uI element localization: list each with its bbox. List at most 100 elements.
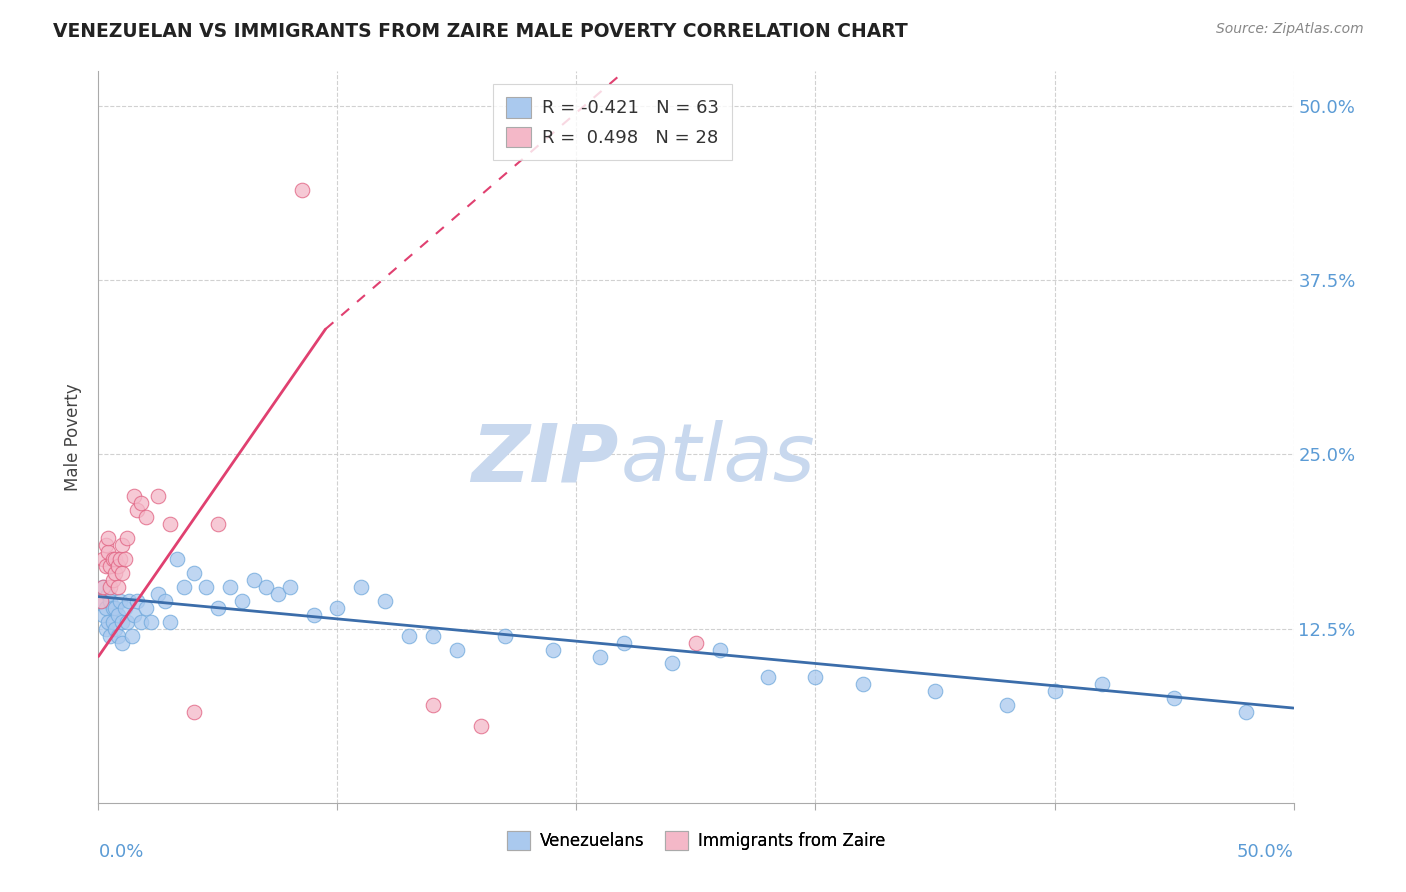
Point xyxy=(446,642,468,657)
Point xyxy=(108,552,131,566)
Point xyxy=(183,566,205,580)
Legend: Venezuelans, Immigrants from Zaire: Venezuelans, Immigrants from Zaire xyxy=(496,821,896,860)
Point xyxy=(97,545,120,559)
Point xyxy=(125,594,148,608)
Y-axis label: Male Poverty: Male Poverty xyxy=(65,384,83,491)
Point xyxy=(470,719,492,733)
Point xyxy=(115,615,138,629)
Point xyxy=(94,622,117,636)
Point xyxy=(374,594,396,608)
Point xyxy=(350,580,373,594)
Point xyxy=(661,657,683,671)
Point xyxy=(148,587,170,601)
Point xyxy=(231,594,253,608)
Point xyxy=(302,607,325,622)
Point xyxy=(541,642,564,657)
Text: atlas: atlas xyxy=(620,420,815,498)
Point xyxy=(756,670,779,684)
Point xyxy=(254,580,277,594)
Point xyxy=(131,496,153,510)
Point xyxy=(104,552,127,566)
Point xyxy=(422,629,444,643)
Point xyxy=(173,580,195,594)
Point xyxy=(183,705,205,719)
Point xyxy=(111,635,134,649)
Point xyxy=(589,649,612,664)
Point xyxy=(97,531,120,545)
Point xyxy=(98,629,122,643)
Point xyxy=(1163,691,1185,706)
Point xyxy=(135,600,157,615)
Point xyxy=(159,517,181,532)
Point xyxy=(107,558,129,573)
Point xyxy=(114,552,136,566)
Point xyxy=(115,531,138,545)
Point xyxy=(685,635,707,649)
Point xyxy=(124,489,146,503)
Point xyxy=(121,629,143,643)
Point xyxy=(1234,705,1257,719)
Point xyxy=(107,629,129,643)
Point xyxy=(125,503,148,517)
Point xyxy=(90,594,112,608)
Point xyxy=(108,594,131,608)
Point xyxy=(139,615,162,629)
Point xyxy=(114,600,136,615)
Point xyxy=(111,538,134,552)
Point xyxy=(267,587,290,601)
Text: ZIP: ZIP xyxy=(471,420,619,498)
Text: VENEZUELAN VS IMMIGRANTS FROM ZAIRE MALE POVERTY CORRELATION CHART: VENEZUELAN VS IMMIGRANTS FROM ZAIRE MALE… xyxy=(53,22,908,41)
Point xyxy=(804,670,827,684)
Point xyxy=(94,558,117,573)
Text: 50.0%: 50.0% xyxy=(1237,843,1294,861)
Point xyxy=(97,615,120,629)
Point xyxy=(195,580,218,594)
Text: Source: ZipAtlas.com: Source: ZipAtlas.com xyxy=(1216,22,1364,37)
Point xyxy=(104,622,127,636)
Point xyxy=(207,517,229,532)
Point xyxy=(101,600,124,615)
Point xyxy=(91,580,114,594)
Point xyxy=(613,635,636,649)
Point xyxy=(91,580,114,594)
Point xyxy=(135,510,157,524)
Point xyxy=(494,629,516,643)
Point xyxy=(107,580,129,594)
Point xyxy=(852,677,875,691)
Point xyxy=(118,594,141,608)
Point xyxy=(124,607,146,622)
Point xyxy=(104,566,127,580)
Point xyxy=(709,642,731,657)
Point xyxy=(166,552,188,566)
Point xyxy=(924,684,946,698)
Point xyxy=(131,615,153,629)
Point xyxy=(1091,677,1114,691)
Point xyxy=(91,607,114,622)
Text: 0.0%: 0.0% xyxy=(98,843,143,861)
Point xyxy=(155,594,177,608)
Point xyxy=(111,566,134,580)
Point xyxy=(101,573,124,587)
Point xyxy=(291,183,314,197)
Point xyxy=(91,552,114,566)
Point xyxy=(98,594,122,608)
Point xyxy=(98,580,122,594)
Point xyxy=(94,600,117,615)
Point xyxy=(101,615,124,629)
Point xyxy=(326,600,349,615)
Point xyxy=(104,600,127,615)
Point xyxy=(148,489,170,503)
Point xyxy=(159,615,181,629)
Point xyxy=(207,600,229,615)
Point xyxy=(243,573,266,587)
Point xyxy=(995,698,1018,713)
Point xyxy=(1043,684,1066,698)
Point xyxy=(94,538,117,552)
Point xyxy=(107,607,129,622)
Point xyxy=(278,580,301,594)
Point xyxy=(101,552,124,566)
Point xyxy=(219,580,242,594)
Point xyxy=(90,594,112,608)
Point xyxy=(398,629,420,643)
Point xyxy=(422,698,444,713)
